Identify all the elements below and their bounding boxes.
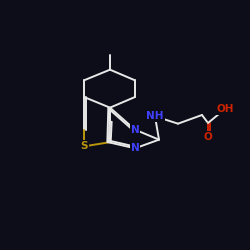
Text: O: O: [204, 132, 212, 142]
Text: N: N: [130, 125, 140, 135]
Text: S: S: [80, 141, 88, 151]
Text: NH: NH: [146, 111, 164, 121]
Text: OH: OH: [216, 104, 234, 114]
Text: N: N: [130, 143, 140, 153]
